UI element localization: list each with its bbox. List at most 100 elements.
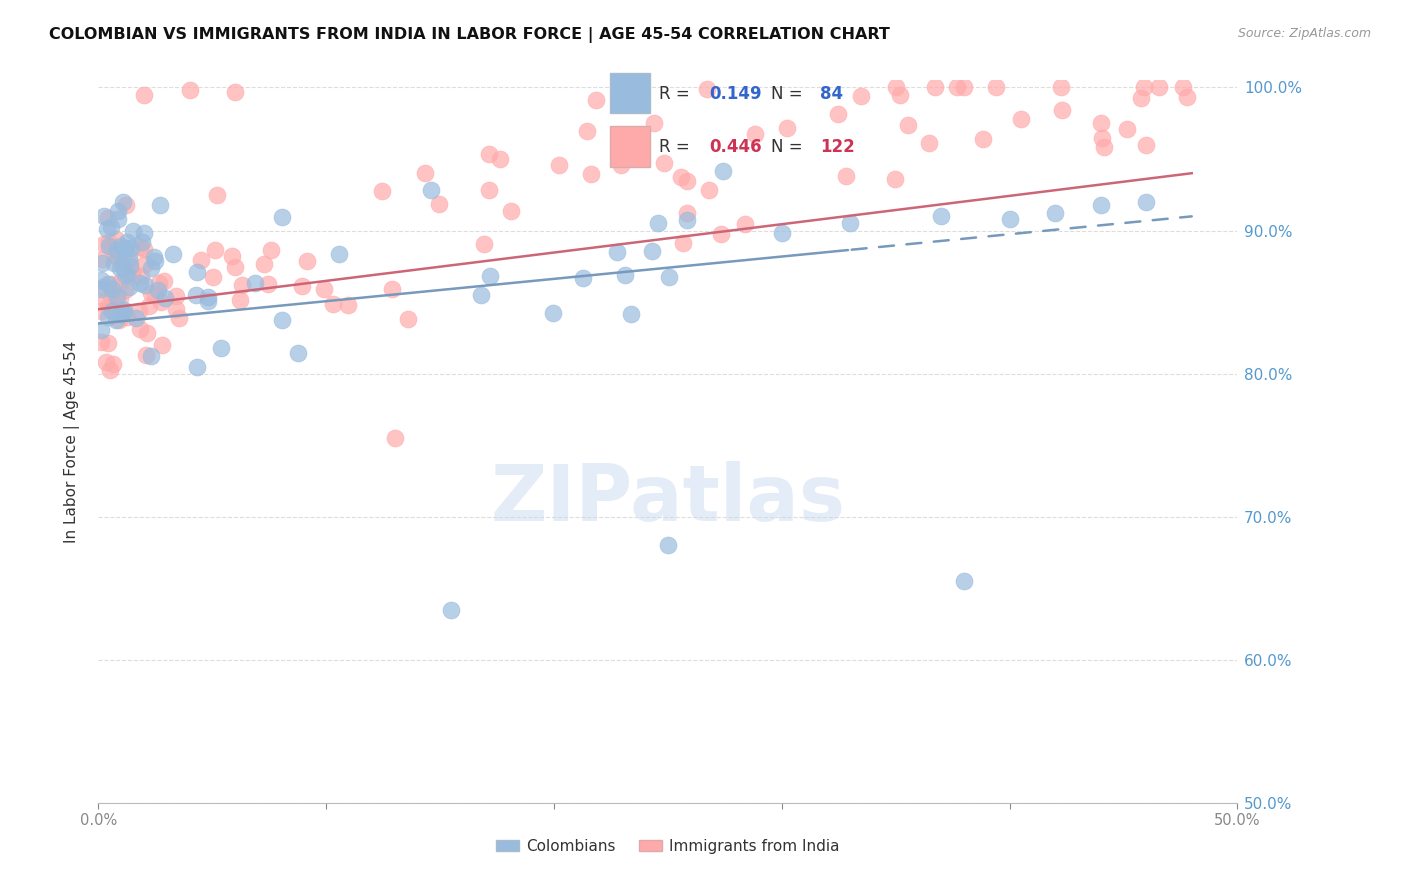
Point <box>97 211 120 225</box>
Point <box>132 87 155 102</box>
Point <box>419 183 441 197</box>
Point <box>135 348 157 362</box>
Text: R =: R = <box>659 138 696 156</box>
Point <box>291 279 314 293</box>
Point <box>675 213 697 227</box>
Point <box>571 271 593 285</box>
Point <box>165 288 187 302</box>
Point <box>122 268 145 283</box>
Point <box>1147 80 1170 95</box>
Point <box>93 237 115 252</box>
Point <box>889 87 911 102</box>
Point <box>96 300 118 314</box>
Point <box>100 290 122 304</box>
Point <box>827 107 849 121</box>
Point <box>118 251 141 265</box>
Point <box>186 359 208 374</box>
Point <box>93 252 115 266</box>
Point <box>640 244 662 259</box>
Point <box>204 243 226 257</box>
Point <box>381 282 404 296</box>
Point <box>125 310 148 325</box>
Point <box>148 283 170 297</box>
Point <box>150 338 173 352</box>
Point <box>1135 137 1157 152</box>
Point <box>97 310 120 324</box>
Point <box>479 269 502 284</box>
Point <box>101 304 124 318</box>
Point <box>224 85 246 99</box>
Point <box>652 156 675 170</box>
Point <box>472 236 495 251</box>
Point <box>90 282 112 296</box>
Point <box>243 276 266 290</box>
Point <box>1092 139 1115 153</box>
Point <box>90 304 112 318</box>
Point <box>953 574 976 588</box>
Point <box>1090 116 1112 130</box>
Point <box>120 255 142 269</box>
Point <box>209 341 232 355</box>
Point <box>499 203 522 218</box>
Point <box>197 290 219 304</box>
Point <box>122 224 145 238</box>
Point <box>90 256 112 270</box>
Point <box>93 209 115 223</box>
Point <box>734 217 756 231</box>
Point <box>229 293 252 307</box>
Point <box>1115 122 1137 136</box>
Point <box>134 257 156 271</box>
Point <box>107 252 129 266</box>
Point <box>112 303 135 318</box>
Point <box>669 169 692 184</box>
Point <box>415 165 437 179</box>
Point <box>118 280 141 294</box>
Point <box>710 227 733 241</box>
Point <box>647 216 669 230</box>
Point <box>100 282 122 296</box>
Point <box>128 303 150 318</box>
Point <box>260 243 283 257</box>
Point <box>153 291 176 305</box>
Point <box>112 194 135 209</box>
Point <box>676 206 699 220</box>
Point <box>984 80 1007 95</box>
Point <box>672 235 695 250</box>
Point <box>271 312 294 326</box>
Point <box>134 277 156 292</box>
Point <box>190 253 212 268</box>
Point <box>90 273 112 287</box>
Point <box>614 268 637 283</box>
Point <box>142 250 165 264</box>
Point <box>489 152 512 166</box>
Text: COLOMBIAN VS IMMIGRANTS FROM INDIA IN LABOR FORCE | AGE 45-54 CORRELATION CHART: COLOMBIAN VS IMMIGRANTS FROM INDIA IN LA… <box>49 27 890 43</box>
Point <box>224 260 246 274</box>
Point <box>101 357 124 371</box>
Point <box>128 240 150 254</box>
Point <box>96 222 118 236</box>
Text: R =: R = <box>659 85 696 103</box>
Point <box>104 289 127 303</box>
Point <box>427 197 450 211</box>
Point <box>112 305 135 319</box>
Point <box>138 298 160 312</box>
Point <box>132 242 155 256</box>
Point <box>328 247 350 261</box>
Point <box>336 297 359 311</box>
Text: N =: N = <box>770 138 807 156</box>
Point <box>918 136 941 150</box>
FancyBboxPatch shape <box>610 73 650 113</box>
Point <box>120 241 142 255</box>
Text: ZIPatlas: ZIPatlas <box>491 461 845 537</box>
Point <box>90 334 112 349</box>
Point <box>1175 90 1198 104</box>
Point <box>152 274 174 288</box>
Point <box>972 132 994 146</box>
FancyBboxPatch shape <box>610 126 650 167</box>
Point <box>121 265 143 279</box>
Point <box>128 322 150 336</box>
Point <box>744 127 766 141</box>
Point <box>186 265 208 279</box>
Point <box>96 355 118 369</box>
Point <box>657 538 679 552</box>
